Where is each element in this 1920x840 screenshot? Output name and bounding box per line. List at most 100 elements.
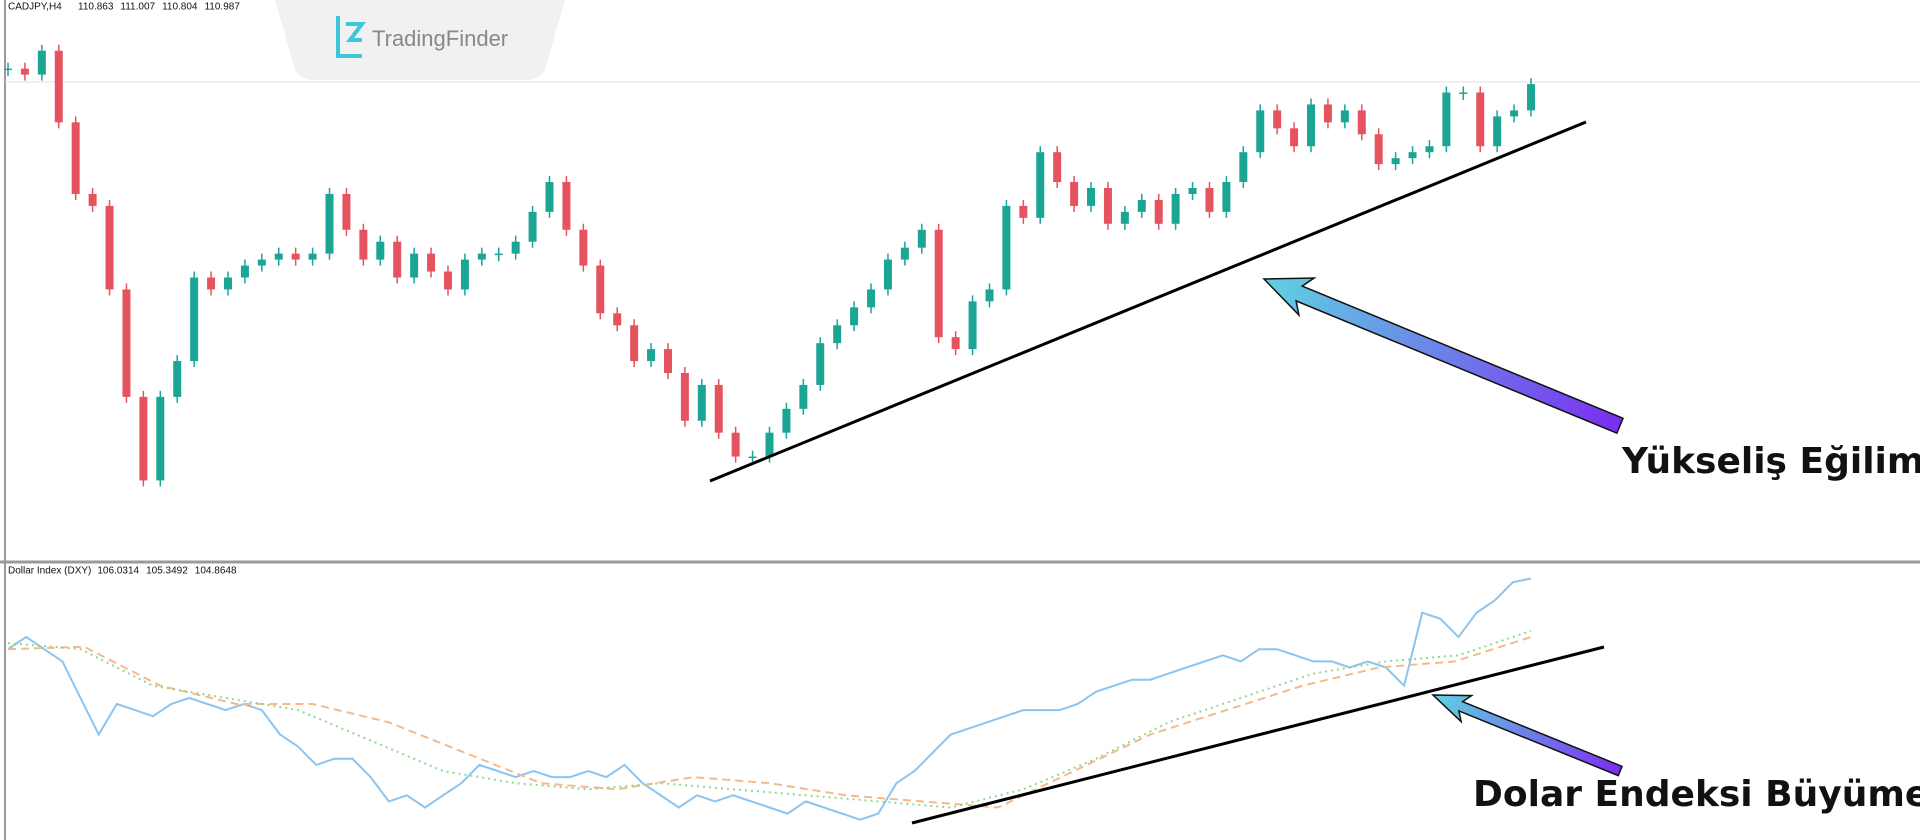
trend-line [911, 645, 1605, 825]
candle-body [139, 396, 148, 481]
candle-body [1171, 193, 1180, 224]
candle-body [376, 241, 385, 260]
candle-body [1239, 152, 1248, 183]
header-value: 110.863 [78, 2, 114, 13]
candle-body [257, 259, 266, 266]
candle-body [1527, 84, 1535, 111]
candle-body [1256, 110, 1265, 153]
candle-body [951, 337, 960, 350]
candle-body [1493, 116, 1502, 147]
symbol-label: CADJPY,H4 [8, 2, 62, 13]
candle-body [1476, 92, 1485, 147]
header-value: 104.8648 [195, 566, 237, 577]
candle-body [985, 289, 994, 302]
candle-body [1205, 187, 1214, 212]
candle-body [1120, 211, 1129, 224]
header-value: 110.804 [162, 2, 198, 13]
candle-body [782, 408, 791, 433]
candle-body [663, 349, 672, 374]
candle-body [325, 193, 334, 254]
candle-body [1323, 104, 1332, 123]
candle-body [1357, 110, 1366, 135]
candle-body [1188, 187, 1197, 194]
candle-body [223, 277, 232, 290]
logo-text: TradingFinder [372, 26, 508, 51]
candle-body [528, 211, 537, 242]
candle-body [968, 301, 977, 350]
candle-body [833, 325, 842, 344]
candle-body [1459, 92, 1468, 95]
candle-body [156, 396, 165, 481]
annotation: Yükseliş Eğilimi [1621, 441, 1920, 482]
candle-body [20, 68, 29, 75]
candle-body [714, 384, 723, 433]
candle-body [680, 373, 689, 421]
candle-body [1273, 110, 1282, 129]
candle-body [71, 122, 80, 194]
candle-body [1053, 152, 1062, 183]
candle-body [240, 265, 249, 278]
candle-body [122, 289, 131, 397]
candle-body [511, 241, 520, 254]
candle-body [443, 271, 452, 290]
candle-body [190, 277, 199, 362]
arrow [1262, 277, 1624, 435]
indicator-line [7, 577, 1532, 821]
candle-body [613, 313, 622, 326]
candle-body [850, 307, 859, 326]
candle-body [37, 50, 46, 75]
candle-body [545, 182, 554, 212]
candle-body [1510, 110, 1519, 117]
candle-body [647, 349, 656, 362]
candle-body [1307, 104, 1316, 147]
indicator-line [7, 629, 1532, 809]
candle-body [207, 277, 216, 290]
candle-body [900, 247, 909, 260]
candle-body [494, 253, 503, 256]
indicator-label: Dollar Index (DXY) [8, 566, 91, 577]
candle-body [1340, 110, 1349, 123]
candle-body [867, 289, 876, 308]
candle-body [308, 253, 317, 260]
candle-body [291, 253, 300, 260]
header-value: 110.987 [204, 2, 240, 13]
candle-body [579, 229, 588, 266]
candle-body [748, 456, 757, 459]
candle-body [1137, 199, 1146, 212]
price-header: 110.863 111.007 110.804 110.987 [78, 2, 240, 13]
candle-body [917, 229, 926, 248]
arrow [1431, 694, 1624, 777]
candle-body [630, 325, 639, 362]
indicator-header: 106.0314 105.3492 104.8648 [97, 566, 237, 577]
candle-body [697, 384, 706, 421]
header-value: 105.3492 [146, 566, 188, 577]
candle-body [105, 205, 114, 290]
candle-body [342, 193, 351, 230]
candle-body [731, 432, 740, 457]
candle-body [934, 229, 943, 338]
candle-body [1103, 187, 1112, 224]
plot [4, 44, 1535, 821]
candle-body [883, 259, 892, 290]
candle-body [765, 432, 774, 457]
candle-body [460, 259, 469, 290]
candle-body [4, 68, 12, 71]
candle-body [1070, 182, 1079, 206]
candle-body [1408, 152, 1417, 159]
candle-body [54, 50, 63, 123]
candle-body [427, 253, 436, 272]
candle-body [1391, 158, 1400, 165]
candle-body [1425, 146, 1434, 153]
candle-body [1002, 205, 1011, 290]
candle-body [799, 384, 808, 409]
candle-body [562, 182, 571, 230]
candle-body [1374, 134, 1383, 165]
header-value: 111.007 [120, 2, 155, 13]
candle-body [596, 265, 605, 314]
header-value: 106.0314 [97, 566, 139, 577]
candle-body [88, 193, 97, 206]
candle-body [1087, 187, 1096, 206]
candle-body [1036, 152, 1045, 218]
